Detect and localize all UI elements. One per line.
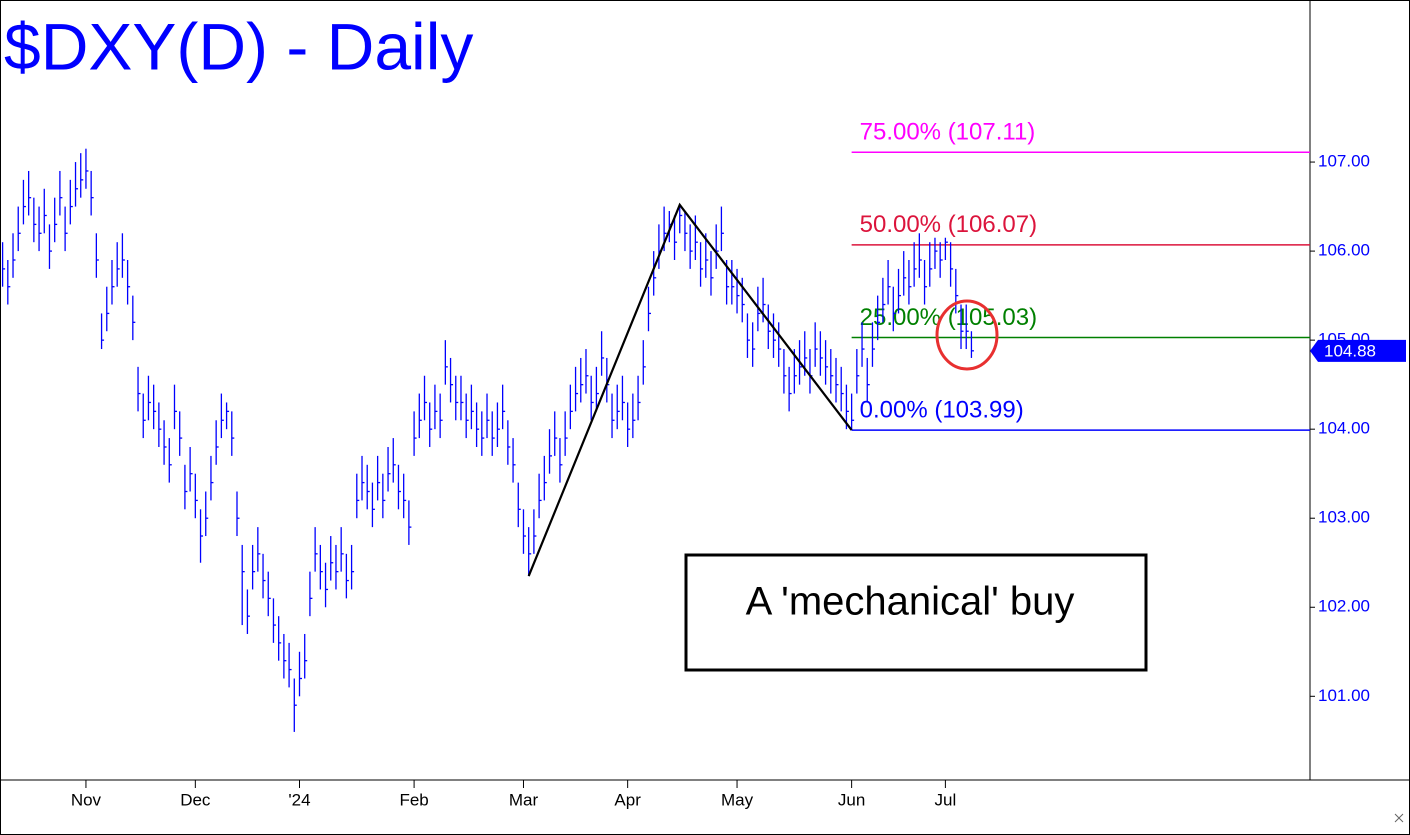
chart-title: $DXY(D) - Daily [4, 9, 473, 83]
last-price-label: 104.88 [1324, 341, 1376, 360]
x-tick-label: Dec [180, 790, 211, 809]
x-tick-label: '24 [288, 790, 310, 809]
annotation: A 'mechanical' buy [746, 580, 1075, 624]
highlight-circle [935, 299, 999, 371]
y-tick-label: 101.00 [1318, 686, 1370, 705]
y-tick-label: 102.00 [1318, 597, 1370, 616]
corner-mark [1394, 813, 1404, 823]
y-tick-label: 107.00 [1318, 152, 1370, 171]
y-tick-label: 104.00 [1318, 419, 1370, 438]
x-tick-label: May [721, 790, 754, 809]
x-tick-label: Apr [614, 790, 641, 809]
level-label: 50.00% (106.07) [860, 211, 1037, 238]
x-tick-label: Feb [399, 790, 428, 809]
annotation-box [684, 553, 1148, 672]
x-tick-label: Nov [71, 790, 102, 809]
y-tick-label: 103.00 [1318, 508, 1370, 527]
y-tick-label: 106.00 [1318, 241, 1370, 260]
x-tick-label: Jun [838, 790, 865, 809]
level-label: 0.00% (103.99) [860, 396, 1024, 423]
pattern-line [527, 202, 853, 577]
last-price-tag [1310, 339, 1406, 362]
level-label: 75.00% (107.11) [860, 119, 1036, 146]
x-tick-label: Jul [935, 790, 957, 809]
x-tick-label: Mar [509, 790, 539, 809]
